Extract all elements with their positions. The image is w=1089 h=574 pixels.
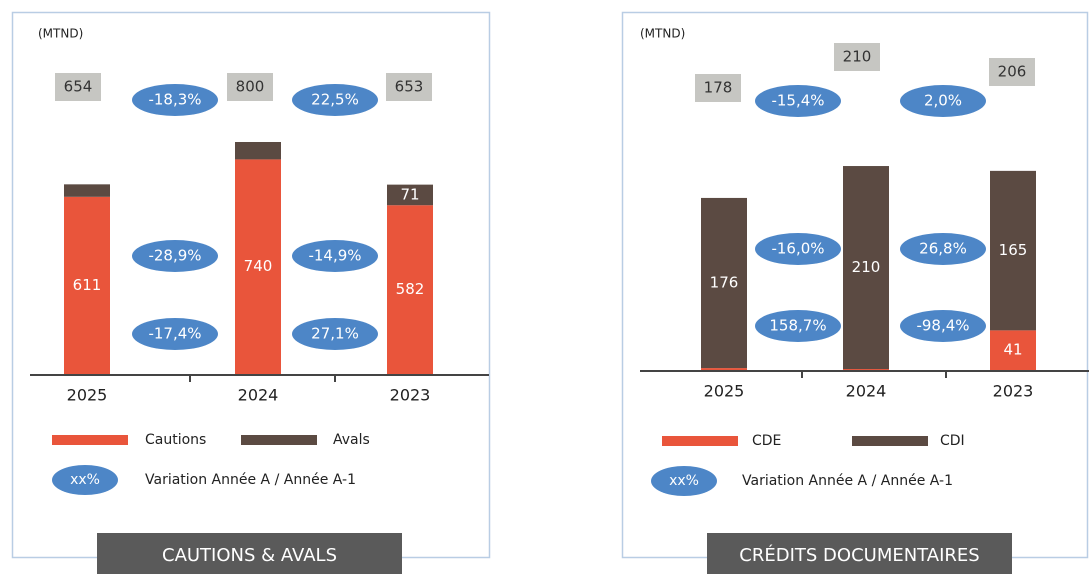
bar-segment (843, 369, 889, 370)
variation-bubble (132, 318, 218, 350)
variation-bubble (900, 85, 986, 117)
title-box (97, 533, 402, 574)
data-label: 71 (400, 185, 419, 203)
bar-segment (990, 170, 1036, 331)
bar-segment (235, 159, 281, 374)
variation-label: 26,8% (919, 240, 967, 258)
bar-segment (387, 205, 433, 374)
variation-label: -98,4% (916, 317, 969, 335)
chart-title: CAUTIONS & AVALS (162, 545, 337, 566)
x-tick-label: 2025 (704, 382, 745, 401)
data-label: 165 (999, 241, 1028, 259)
total-label: 654 (64, 78, 93, 96)
legend-bubble (52, 465, 118, 495)
variation-label: -18,3% (148, 91, 201, 109)
data-label: 210 (852, 258, 881, 276)
total-box (227, 73, 273, 101)
unit-label: (MTND) (640, 27, 685, 41)
variation-bubble (292, 240, 378, 272)
bar-segment (990, 330, 1036, 370)
variation-label: 2,0% (924, 92, 962, 110)
variation-bubble (900, 310, 986, 342)
title-box (707, 533, 1012, 574)
legend-swatch (662, 436, 738, 446)
legend-bubble-label: xx% (669, 473, 699, 489)
variation-bubble (292, 84, 378, 116)
legend-swatch (241, 435, 317, 445)
legend-label: CDE (752, 433, 781, 449)
bar-segment (843, 166, 889, 370)
total-box (989, 58, 1035, 86)
total-label: 210 (843, 48, 872, 66)
legend-label: Variation Année A / Année A-1 (742, 473, 953, 489)
variation-bubble (132, 84, 218, 116)
bar-segment (701, 368, 747, 370)
variation-bubble (132, 240, 218, 272)
chart-title: CRÉDITS DOCUMENTAIRES (739, 544, 979, 566)
variation-bubble (900, 233, 986, 265)
bar-segment (701, 197, 747, 369)
variation-label: -14,9% (308, 247, 361, 265)
variation-label: -15,4% (771, 92, 824, 110)
legend-bubble-label: xx% (70, 472, 100, 488)
legend-swatch (52, 435, 128, 445)
x-tick-label: 2023 (390, 386, 431, 405)
data-label: 41 (1003, 341, 1022, 359)
variation-label: -28,9% (148, 247, 201, 265)
variation-bubble (292, 318, 378, 350)
variation-label: 27,1% (311, 325, 359, 343)
total-box (386, 73, 432, 101)
total-box (695, 74, 741, 102)
bar-segment (387, 184, 433, 206)
total-label: 178 (704, 79, 733, 97)
variation-label: -16,0% (771, 240, 824, 258)
bar-segment (64, 184, 110, 197)
legend-label: Avals (333, 432, 370, 448)
x-tick-label: 2024 (238, 386, 279, 405)
legend-label: Cautions (145, 432, 206, 448)
data-label: 582 (396, 280, 425, 298)
legend-bubble (651, 466, 717, 496)
data-label: 43 (77, 165, 96, 183)
total-box (834, 43, 880, 71)
legend-label: Variation Année A / Année A-1 (145, 472, 356, 488)
data-label: 740 (244, 257, 273, 275)
variation-bubble (755, 85, 841, 117)
data-label: 176 (710, 274, 739, 292)
x-tick-label: 2023 (993, 382, 1034, 401)
legend-swatch (852, 436, 928, 446)
unit-label: (MTND) (38, 27, 83, 41)
data-label: 60 (248, 123, 267, 141)
variation-label: 158,7% (769, 317, 826, 335)
bar-segment (64, 196, 110, 374)
total-label: 206 (998, 63, 1027, 81)
variation-label: -17,4% (148, 325, 201, 343)
legend-label: CDI (940, 433, 965, 449)
bar-segment (235, 142, 281, 160)
x-tick-label: 2025 (67, 386, 108, 405)
x-tick-label: 2024 (846, 382, 887, 401)
data-label: 611 (73, 276, 102, 294)
variation-label: 22,5% (311, 91, 359, 109)
variation-bubble (755, 233, 841, 265)
total-box (55, 73, 101, 101)
total-label: 800 (236, 78, 265, 96)
variation-bubble (755, 310, 841, 342)
total-label: 653 (395, 78, 424, 96)
